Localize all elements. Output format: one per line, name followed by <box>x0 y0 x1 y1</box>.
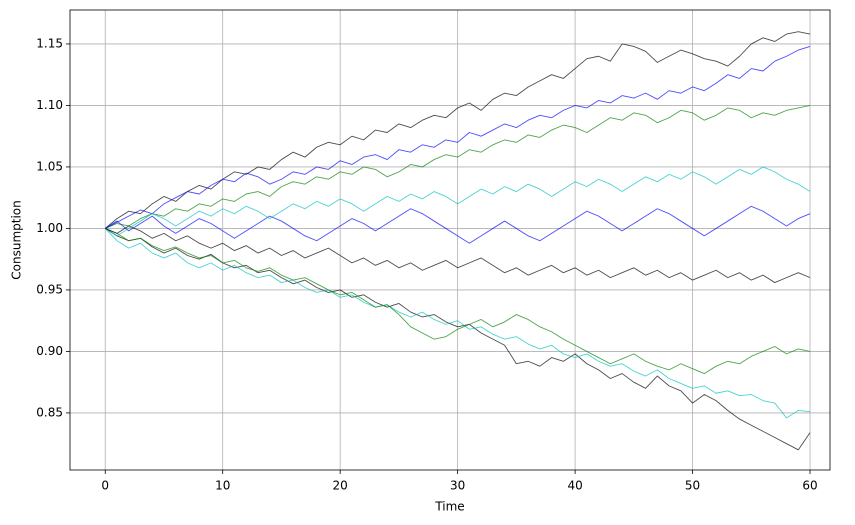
y-tick-label: 0.90 <box>36 344 63 358</box>
x-tick-label: 60 <box>802 479 817 493</box>
x-tick-label: 40 <box>567 479 582 493</box>
y-tick-label: 1.00 <box>36 221 63 235</box>
x-tick-label: 0 <box>101 479 109 493</box>
series-line <box>105 225 811 284</box>
series-layer <box>104 31 811 451</box>
y-tick-label: 0.85 <box>36 405 63 419</box>
y-tick-label: 1.15 <box>36 36 63 50</box>
x-axis-label: Time <box>434 500 464 514</box>
series-line <box>105 205 811 244</box>
x-tick-label: 10 <box>215 479 230 493</box>
series-line <box>104 228 811 419</box>
y-tick-label: 0.95 <box>36 282 63 296</box>
y-tick-label: 1.10 <box>36 98 63 112</box>
series-line <box>105 228 811 375</box>
y-tick-label: 1.05 <box>36 159 63 173</box>
x-tick-label: 50 <box>685 479 700 493</box>
y-axis-label: Consumption <box>10 200 24 279</box>
series-line <box>105 166 811 237</box>
x-tick-label: 30 <box>450 479 465 493</box>
x-tick-label: 20 <box>333 479 348 493</box>
series-line <box>105 104 811 229</box>
axes-frame <box>69 9 831 471</box>
series-line <box>105 45 811 229</box>
